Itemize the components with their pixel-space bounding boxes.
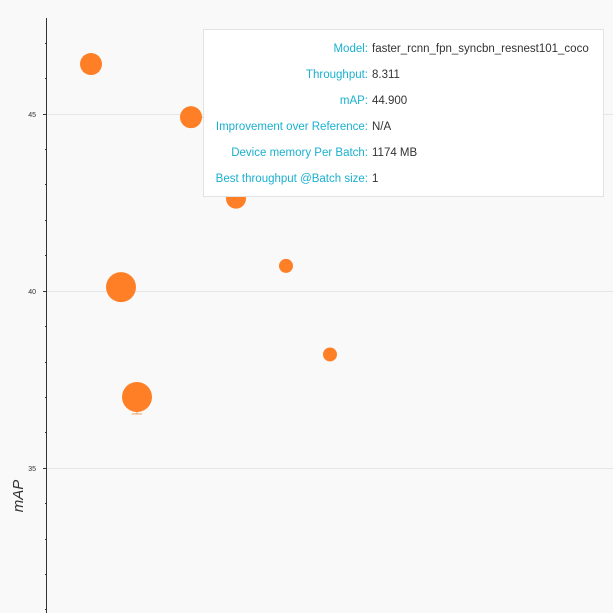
tooltip-row-throughput: Throughput: 8.311 <box>204 65 603 85</box>
data-point[interactable] <box>323 347 337 362</box>
data-point[interactable] <box>180 106 202 129</box>
tooltip-row-memory: Device memory Per Batch: 1174 MB <box>204 143 603 163</box>
y-tick-label: 40 <box>28 289 36 296</box>
tooltip-key-batch: Best throughput @Batch size: <box>215 173 368 185</box>
tooltip-value-improvement: N/A <box>372 121 392 133</box>
tooltip-row-model: Model: faster_rcnn_fpn_syncbn_resnest101… <box>204 39 603 59</box>
data-point[interactable] <box>80 53 102 76</box>
data-point[interactable] <box>279 258 293 273</box>
tooltip-key-improvement: Improvement over Reference: <box>215 121 368 133</box>
tooltip-row-improvement: Improvement over Reference: N/A <box>204 117 603 137</box>
y-tick-label: 45 <box>28 112 36 119</box>
tooltip-key-memory: Device memory Per Batch: <box>231 147 368 159</box>
tooltip-key-throughput: Throughput: <box>305 69 368 81</box>
tooltip-value-model: faster_rcnn_fpn_syncbn_resnest101_coco <box>372 43 589 55</box>
hover-tooltip: Model: faster_rcnn_fpn_syncbn_resnest101… <box>203 29 604 197</box>
tooltip-row-map: mAP: 44.900 <box>204 91 603 111</box>
tooltip-row-batch: Best throughput @Batch size: 1 <box>204 169 603 189</box>
data-point[interactable] <box>106 272 136 303</box>
tooltip-value-map: 44.900 <box>372 95 408 107</box>
data-point[interactable] <box>122 381 152 412</box>
tooltip-key-map: mAP: <box>339 95 368 107</box>
y-tick-label: 35 <box>28 466 36 473</box>
y-axis-title: mAP <box>10 480 27 513</box>
tooltip-key-model: Model: <box>333 43 368 55</box>
tooltip-value-batch: 1 <box>372 173 379 185</box>
tooltip-value-throughput: 8.311 <box>372 69 400 81</box>
y-axis-ticks: 35 40 45 <box>28 43 47 610</box>
tooltip-value-memory: 1174 MB <box>372 147 418 159</box>
